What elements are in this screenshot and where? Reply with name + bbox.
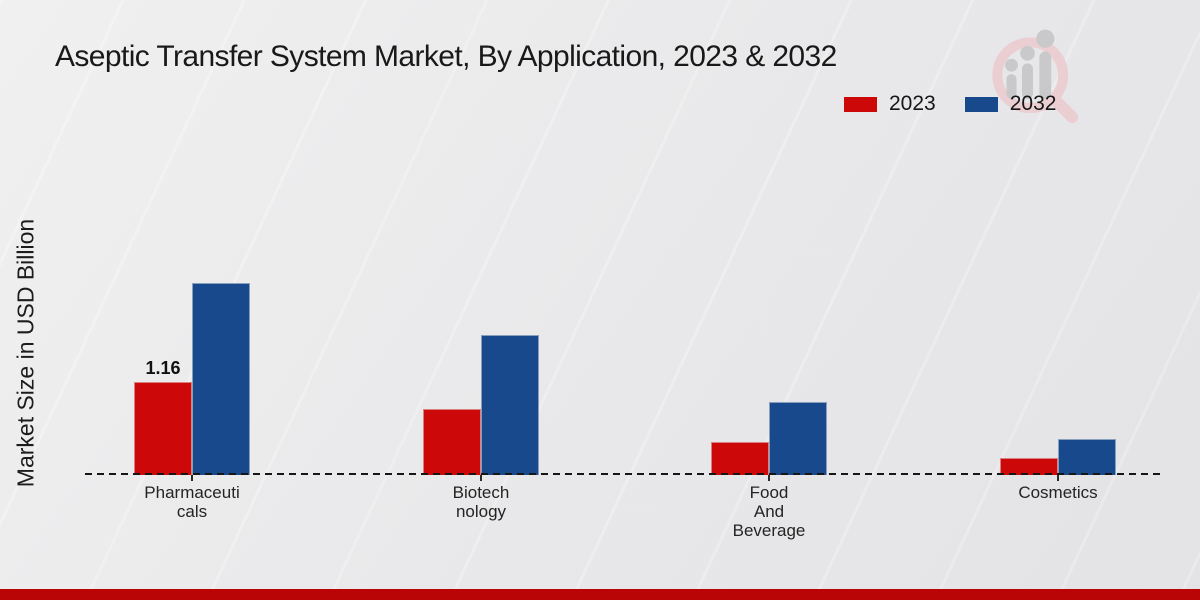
x-axis-tick-biotechnology — [480, 475, 482, 481]
legend-label-2032: 2032 — [1009, 92, 1057, 115]
category-label-pharmaceuticals: Pharmaceuti cals — [144, 483, 240, 522]
category-label-food-and-beverage: Food And Beverage — [732, 483, 806, 541]
legend-swatch-2032 — [963, 95, 999, 113]
bar-2023-pharmaceuticals — [134, 382, 192, 475]
x-axis-tick-cosmetics — [1057, 475, 1059, 481]
x-axis-tick-pharmaceuticals — [191, 475, 193, 481]
y-axis-label: Market Size in USD Billion — [12, 218, 39, 488]
legend: 2023 2032 — [843, 92, 1056, 116]
bar-2023-cosmetics — [1000, 458, 1058, 475]
magnifier-bar-chart-logo — [980, 25, 1085, 130]
bar-value-label-2023-pharmaceuticals: 1.16 — [145, 358, 181, 378]
bar-2023-biotechnology — [423, 409, 481, 475]
magnifier-handle-icon — [1048, 93, 1079, 124]
x-axis-tick-food-and-beverage — [768, 475, 770, 481]
legend-item-2023: 2023 — [843, 92, 936, 116]
bar-2032-cosmetics — [1058, 439, 1116, 475]
category-label-cosmetics: Cosmetics — [1018, 483, 1098, 502]
bar-2032-pharmaceuticals — [192, 283, 250, 475]
bar-2032-food-and-beverage — [769, 402, 827, 475]
category-label-biotechnology: Biotech nology — [452, 483, 510, 522]
chart-title: Aseptic Transfer System Market, By Appli… — [55, 40, 837, 73]
bar-2023-food-and-beverage — [711, 442, 769, 475]
legend-swatch-2023 — [843, 95, 878, 113]
legend-label-2023: 2023 — [889, 92, 936, 115]
legend-item-2032: 2032 — [963, 92, 1057, 116]
bar-2032-biotechnology — [481, 335, 539, 475]
rising-bars-icon — [1005, 29, 1055, 99]
x-axis-baseline — [85, 473, 1165, 475]
footer-accent-bar — [0, 589, 1200, 600]
magnifier-ring-icon — [992, 37, 1069, 114]
logo-graphic — [992, 29, 1079, 124]
